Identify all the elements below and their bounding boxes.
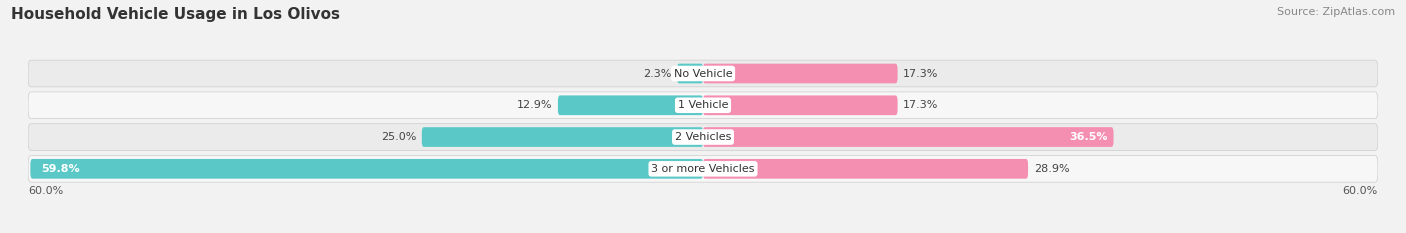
Text: Household Vehicle Usage in Los Olivos: Household Vehicle Usage in Los Olivos bbox=[11, 7, 340, 22]
Text: 60.0%: 60.0% bbox=[28, 186, 63, 196]
FancyBboxPatch shape bbox=[558, 96, 703, 115]
FancyBboxPatch shape bbox=[28, 155, 1378, 182]
Text: No Vehicle: No Vehicle bbox=[673, 69, 733, 79]
Text: 28.9%: 28.9% bbox=[1033, 164, 1070, 174]
Text: Source: ZipAtlas.com: Source: ZipAtlas.com bbox=[1277, 7, 1395, 17]
Text: 60.0%: 60.0% bbox=[1343, 186, 1378, 196]
FancyBboxPatch shape bbox=[31, 159, 703, 179]
Text: 25.0%: 25.0% bbox=[381, 132, 416, 142]
Text: 1 Vehicle: 1 Vehicle bbox=[678, 100, 728, 110]
FancyBboxPatch shape bbox=[703, 64, 897, 83]
FancyBboxPatch shape bbox=[422, 127, 703, 147]
FancyBboxPatch shape bbox=[703, 96, 897, 115]
FancyBboxPatch shape bbox=[28, 124, 1378, 150]
FancyBboxPatch shape bbox=[678, 64, 703, 83]
FancyBboxPatch shape bbox=[28, 60, 1378, 87]
FancyBboxPatch shape bbox=[28, 92, 1378, 119]
FancyBboxPatch shape bbox=[703, 159, 1028, 179]
FancyBboxPatch shape bbox=[703, 127, 1114, 147]
Text: 2.3%: 2.3% bbox=[643, 69, 672, 79]
Text: 12.9%: 12.9% bbox=[517, 100, 553, 110]
Text: 59.8%: 59.8% bbox=[42, 164, 80, 174]
Text: 36.5%: 36.5% bbox=[1070, 132, 1108, 142]
Text: 3 or more Vehicles: 3 or more Vehicles bbox=[651, 164, 755, 174]
Text: 17.3%: 17.3% bbox=[903, 100, 939, 110]
Text: 17.3%: 17.3% bbox=[903, 69, 939, 79]
Text: 2 Vehicles: 2 Vehicles bbox=[675, 132, 731, 142]
